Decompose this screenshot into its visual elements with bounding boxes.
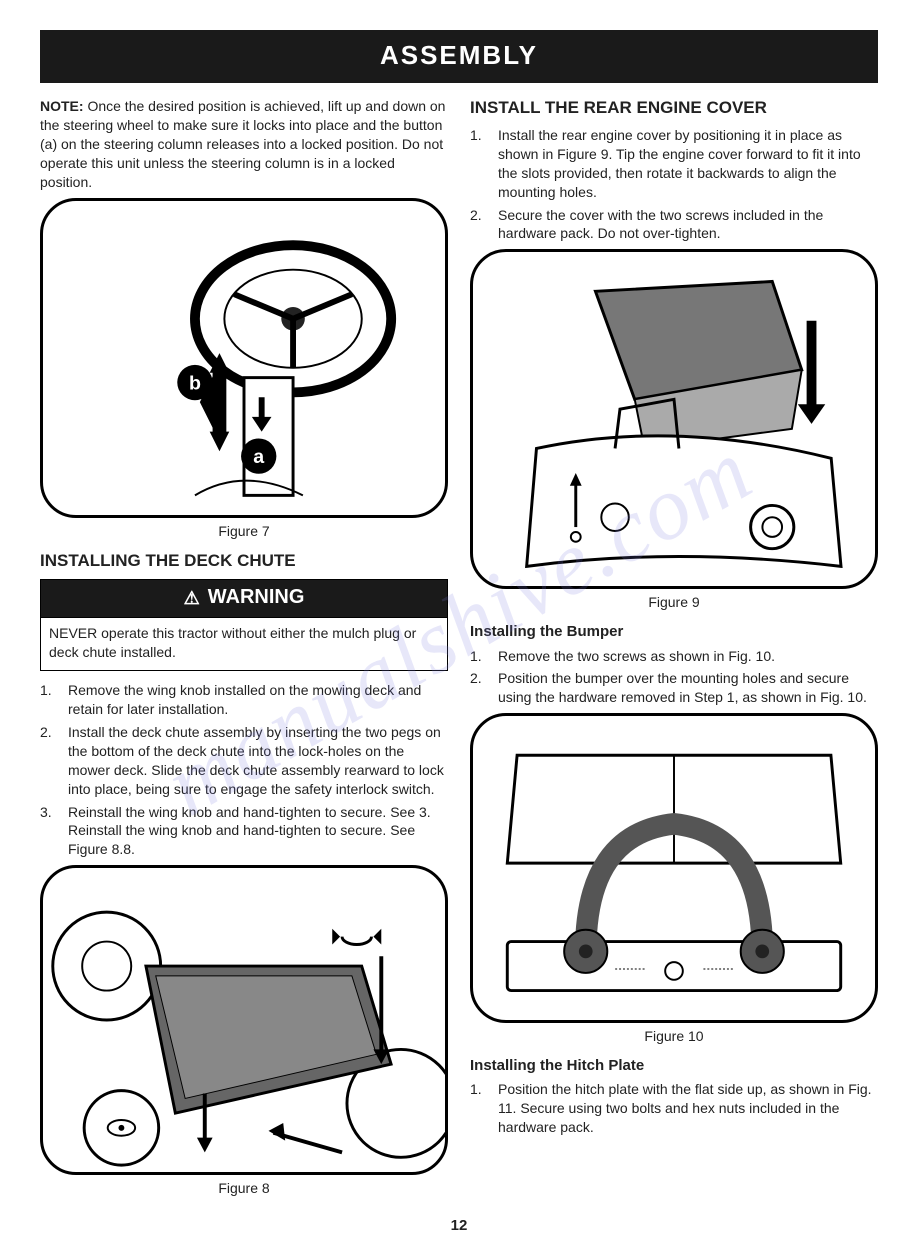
- svg-text:b: b: [189, 372, 201, 394]
- svg-text:a: a: [253, 446, 265, 468]
- figure-8-svg: [43, 868, 445, 1172]
- figure-7-box: b a: [40, 198, 448, 518]
- step-text: Position the bumper over the mounting ho…: [498, 669, 878, 707]
- figure-9-box: [470, 249, 878, 589]
- figure-10-svg: [473, 716, 875, 1020]
- deck-chute-heading: INSTALLING THE DECK CHUTE: [40, 550, 448, 573]
- figure-9-svg: [473, 252, 875, 586]
- step-number: 2.: [470, 669, 488, 707]
- bumper-steps: 1. Remove the two screws as shown in Fig.…: [470, 647, 878, 708]
- figure-8-caption: Figure 8: [40, 1179, 448, 1198]
- page-number: 12: [40, 1216, 878, 1236]
- note-label: NOTE:: [40, 98, 84, 114]
- note-paragraph: NOTE: Once the desired position is achie…: [40, 97, 448, 191]
- list-item: 3.Reinstall the wing knob and hand-tight…: [40, 803, 448, 860]
- list-item: 2. Position the bumper over the mounting …: [470, 669, 878, 707]
- header-title: ASSEMBLY: [380, 40, 538, 70]
- figure-7-svg: b a: [43, 201, 445, 515]
- step-number: 1.: [470, 1080, 488, 1137]
- step-text: Reinstall the wing knob and hand-tighten…: [68, 803, 448, 860]
- warning-label: WARNING: [208, 584, 305, 611]
- warning-body: NEVER operate this tractor without eithe…: [40, 618, 448, 671]
- step-text: Install the deck chute assembly by inser…: [68, 723, 448, 799]
- step-text: Remove the two screws as shown in Fig. 1…: [498, 647, 775, 666]
- deck-chute-steps: 1. Remove the wing knob installed on the …: [40, 681, 448, 859]
- right-column: INSTALL THE REAR ENGINE COVER 1.Install …: [470, 97, 878, 1208]
- list-item: 1.Install the rear engine cover by posit…: [470, 126, 878, 202]
- figure-10-box: [470, 713, 878, 1023]
- bumper-heading: Installing the Bumper: [470, 622, 878, 642]
- step-number: 1.: [470, 647, 488, 666]
- hitch-steps: 1.Position the hitch plate with the flat…: [470, 1080, 878, 1137]
- warning-bar: ⚠ WARNING: [40, 579, 448, 618]
- list-item: 2.Install the deck chute assembly by ins…: [40, 723, 448, 799]
- left-column: NOTE: Once the desired position is achie…: [40, 97, 448, 1208]
- figure-9-caption: Figure 9: [470, 593, 878, 612]
- figure-7-caption: Figure 7: [40, 522, 448, 541]
- step-text: Remove the wing knob installed on the mo…: [68, 681, 448, 719]
- list-item: 1. Remove the wing knob installed on the …: [40, 681, 448, 719]
- figure-10-caption: Figure 10: [470, 1027, 878, 1046]
- list-item: 1.Position the hitch plate with the flat…: [470, 1080, 878, 1137]
- rear-engine-steps: 1.Install the rear engine cover by posit…: [470, 126, 878, 243]
- note-text: Once the desired position is achieved, l…: [40, 98, 445, 190]
- step-text: Position the hitch plate with the flat s…: [498, 1080, 878, 1137]
- step-text: Secure the cover with the two screws inc…: [498, 206, 878, 244]
- warning-triangle-icon: ⚠: [184, 586, 200, 610]
- rear-engine-heading: INSTALL THE REAR ENGINE COVER: [470, 97, 878, 120]
- list-item: 2. Secure the cover with the two screws i…: [470, 206, 878, 244]
- step-number: 2.: [470, 206, 488, 244]
- hitch-heading: Installing the Hitch Plate: [470, 1056, 878, 1076]
- step-text: Install the rear engine cover by positio…: [498, 126, 878, 202]
- content-columns: NOTE: Once the desired position is achie…: [40, 97, 878, 1208]
- figure-8-box: [40, 865, 448, 1175]
- header-bar: ASSEMBLY: [40, 30, 878, 83]
- list-item: 1. Remove the two screws as shown in Fig.…: [470, 647, 878, 666]
- step-number: 1.: [470, 126, 488, 202]
- step-number: 1.: [40, 681, 58, 719]
- step-number: 3.: [40, 803, 58, 860]
- step-number: 2.: [40, 723, 58, 799]
